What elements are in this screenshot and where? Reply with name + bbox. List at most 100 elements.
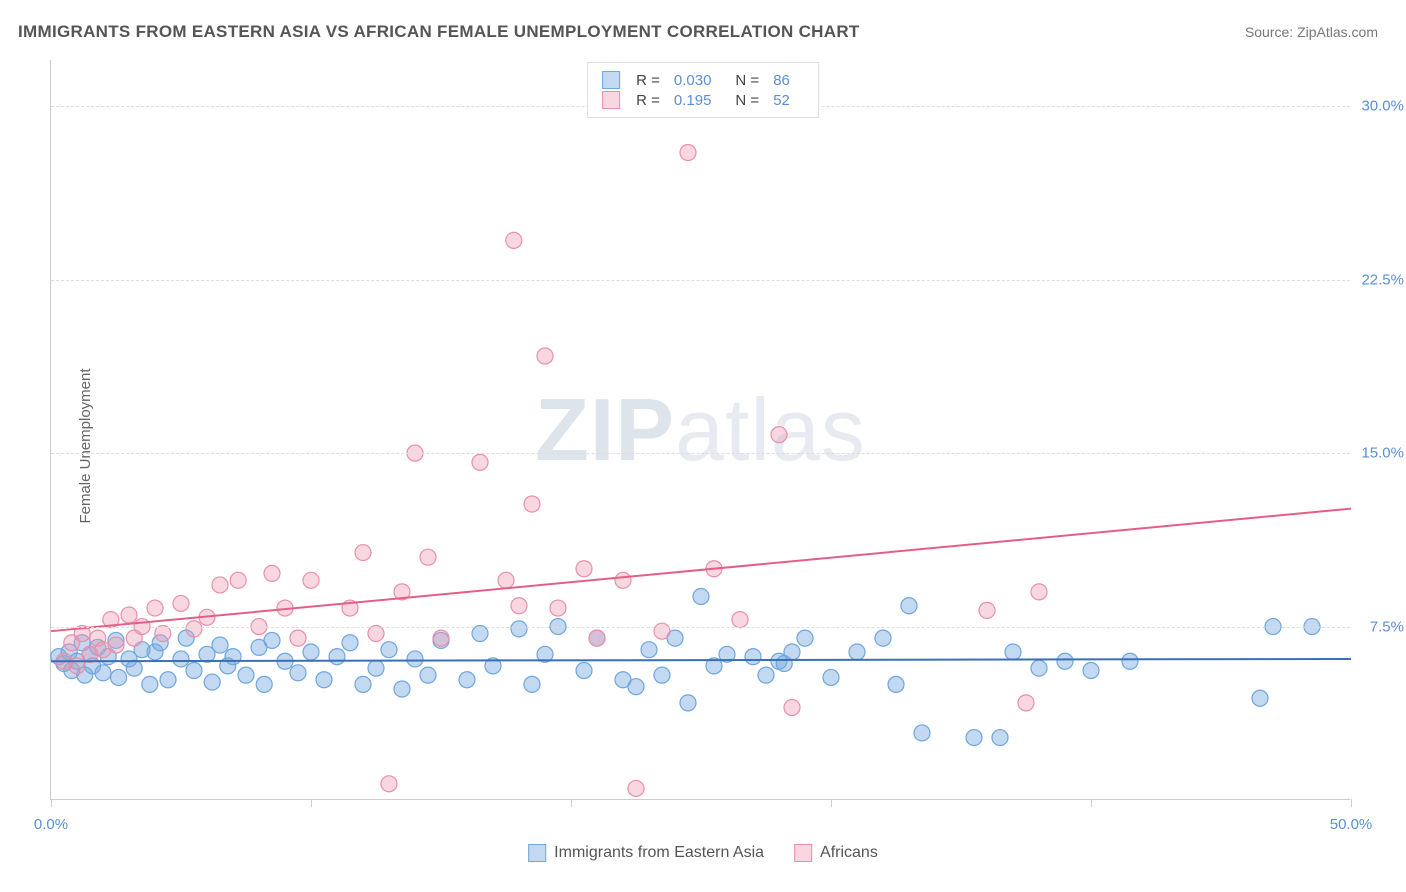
scatter-point bbox=[589, 630, 605, 646]
y-tick-label: 7.5% bbox=[1370, 618, 1404, 635]
scatter-point bbox=[849, 644, 865, 660]
scatter-point bbox=[186, 663, 202, 679]
scatter-point bbox=[108, 637, 124, 653]
scatter-point bbox=[628, 679, 644, 695]
scatter-point bbox=[155, 626, 171, 642]
scatter-point bbox=[784, 644, 800, 660]
chart-title: IMMIGRANTS FROM EASTERN ASIA VS AFRICAN … bbox=[18, 22, 860, 42]
scatter-point bbox=[628, 780, 644, 796]
scatter-point bbox=[160, 672, 176, 688]
scatter-point bbox=[173, 595, 189, 611]
legend-bottom-label-1: Africans bbox=[820, 844, 878, 862]
scatter-point bbox=[472, 454, 488, 470]
scatter-point bbox=[420, 549, 436, 565]
x-tick bbox=[1351, 799, 1352, 807]
y-tick-label: 15.0% bbox=[1361, 445, 1404, 462]
scatter-point bbox=[758, 667, 774, 683]
trend-line bbox=[51, 659, 1351, 661]
scatter-point bbox=[966, 730, 982, 746]
scatter-point bbox=[381, 642, 397, 658]
scatter-point bbox=[204, 674, 220, 690]
scatter-point bbox=[1005, 644, 1021, 660]
scatter-point bbox=[290, 665, 306, 681]
legend-stats-row-1: R = 0.195 N = 52 bbox=[602, 91, 804, 109]
n-value-0: 86 bbox=[773, 72, 790, 89]
scatter-point bbox=[615, 572, 631, 588]
scatter-point bbox=[407, 651, 423, 667]
scatter-point bbox=[121, 607, 137, 623]
scatter-point bbox=[147, 600, 163, 616]
scatter-point bbox=[1031, 584, 1047, 600]
scatter-point bbox=[355, 545, 371, 561]
scatter-point bbox=[524, 496, 540, 512]
x-tick-label: 50.0% bbox=[1330, 816, 1373, 833]
scatter-point bbox=[576, 663, 592, 679]
scatter-point bbox=[238, 667, 254, 683]
scatter-point bbox=[381, 776, 397, 792]
legend-bottom-label-0: Immigrants from Eastern Asia bbox=[554, 844, 764, 862]
scatter-point bbox=[511, 598, 527, 614]
scatter-point bbox=[680, 145, 696, 161]
r-value-0: 0.030 bbox=[674, 72, 712, 89]
scatter-point bbox=[511, 621, 527, 637]
scatter-point bbox=[550, 600, 566, 616]
scatter-point bbox=[1122, 653, 1138, 669]
scatter-point bbox=[111, 669, 127, 685]
scatter-point bbox=[368, 626, 384, 642]
scatter-point bbox=[498, 572, 514, 588]
x-tick bbox=[51, 799, 52, 807]
legend-stats-row-0: R = 0.030 N = 86 bbox=[602, 71, 804, 89]
legend-item-1: Africans bbox=[794, 844, 878, 862]
n-value-1: 52 bbox=[773, 92, 790, 109]
scatter-point bbox=[524, 676, 540, 692]
scatter-point bbox=[914, 725, 930, 741]
y-tick-label: 30.0% bbox=[1361, 98, 1404, 115]
scatter-point bbox=[256, 676, 272, 692]
scatter-point bbox=[290, 630, 306, 646]
scatter-point bbox=[1057, 653, 1073, 669]
scatter-point bbox=[1031, 660, 1047, 676]
n-label-0: N = bbox=[735, 72, 759, 89]
scatter-point bbox=[506, 232, 522, 248]
legend-item-0: Immigrants from Eastern Asia bbox=[528, 844, 764, 862]
scatter-point bbox=[784, 700, 800, 716]
scatter-point bbox=[264, 565, 280, 581]
scatter-point bbox=[420, 667, 436, 683]
scatter-point bbox=[875, 630, 891, 646]
legend-swatch-1 bbox=[602, 91, 620, 109]
scatter-point bbox=[303, 644, 319, 660]
r-value-1: 0.195 bbox=[674, 92, 712, 109]
x-tick bbox=[831, 799, 832, 807]
scatter-point bbox=[576, 561, 592, 577]
scatter-point bbox=[1018, 695, 1034, 711]
y-tick-label: 22.5% bbox=[1361, 271, 1404, 288]
scatter-point bbox=[186, 621, 202, 637]
source-link[interactable]: ZipAtlas.com bbox=[1297, 24, 1378, 40]
chart-svg bbox=[51, 60, 1350, 799]
legend-stats: R = 0.030 N = 86 R = 0.195 N = 52 bbox=[587, 62, 819, 118]
x-tick bbox=[311, 799, 312, 807]
gridline bbox=[51, 627, 1350, 628]
source-attribution: Source: ZipAtlas.com bbox=[1245, 24, 1378, 40]
scatter-point bbox=[212, 577, 228, 593]
scatter-point bbox=[797, 630, 813, 646]
scatter-point bbox=[823, 669, 839, 685]
scatter-point bbox=[433, 630, 449, 646]
scatter-point bbox=[142, 676, 158, 692]
scatter-point bbox=[901, 598, 917, 614]
x-tick-label: 0.0% bbox=[34, 816, 68, 833]
scatter-point bbox=[173, 651, 189, 667]
scatter-point bbox=[641, 642, 657, 658]
scatter-point bbox=[355, 676, 371, 692]
legend-bottom-swatch-0 bbox=[528, 844, 546, 862]
scatter-point bbox=[1083, 663, 1099, 679]
plot-area: ZIPatlas 7.5%15.0%22.5%30.0%0.0%50.0% bbox=[50, 60, 1350, 800]
source-prefix: Source: bbox=[1245, 24, 1297, 40]
scatter-point bbox=[95, 665, 111, 681]
legend-series: Immigrants from Eastern Asia Africans bbox=[528, 844, 878, 862]
scatter-point bbox=[126, 660, 142, 676]
scatter-point bbox=[888, 676, 904, 692]
scatter-point bbox=[680, 695, 696, 711]
scatter-point bbox=[212, 637, 228, 653]
n-label-1: N = bbox=[735, 92, 759, 109]
